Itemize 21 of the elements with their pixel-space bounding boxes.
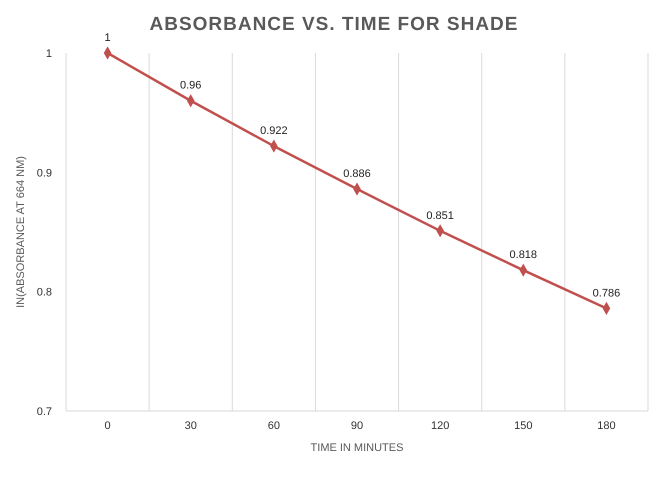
data-label: 0.886 [343, 168, 371, 180]
y-tick-label: 0.8 [36, 286, 52, 299]
y-tick-label: 1 [46, 48, 52, 60]
y-tick-label: 0.9 [36, 167, 52, 180]
x-tick-label: 0 [104, 420, 111, 432]
data-label: 0.786 [592, 287, 620, 300]
x-tick-label: 120 [430, 420, 450, 432]
data-label: 0.96 [180, 80, 202, 92]
chart-title: ABSORBANCE VS. TIME FOR SHADE [150, 14, 518, 35]
y-tick-label: 0.7 [36, 406, 52, 418]
x-tick-label: 90 [350, 420, 364, 432]
x-axis-title: TIME IN MINUTES [310, 442, 404, 454]
x-tick-label: 30 [184, 420, 197, 432]
x-tick-label: 180 [597, 420, 616, 432]
data-label: 0.818 [510, 249, 538, 262]
data-label: 0.851 [426, 210, 454, 222]
data-label: 0.922 [260, 125, 288, 138]
data-label: 1 [104, 32, 111, 44]
x-tick-label: 60 [268, 420, 280, 432]
x-tick-label: 150 [514, 420, 532, 432]
y-axis-title: IN(ABSORBANCE AT 664 NM) [15, 156, 27, 308]
